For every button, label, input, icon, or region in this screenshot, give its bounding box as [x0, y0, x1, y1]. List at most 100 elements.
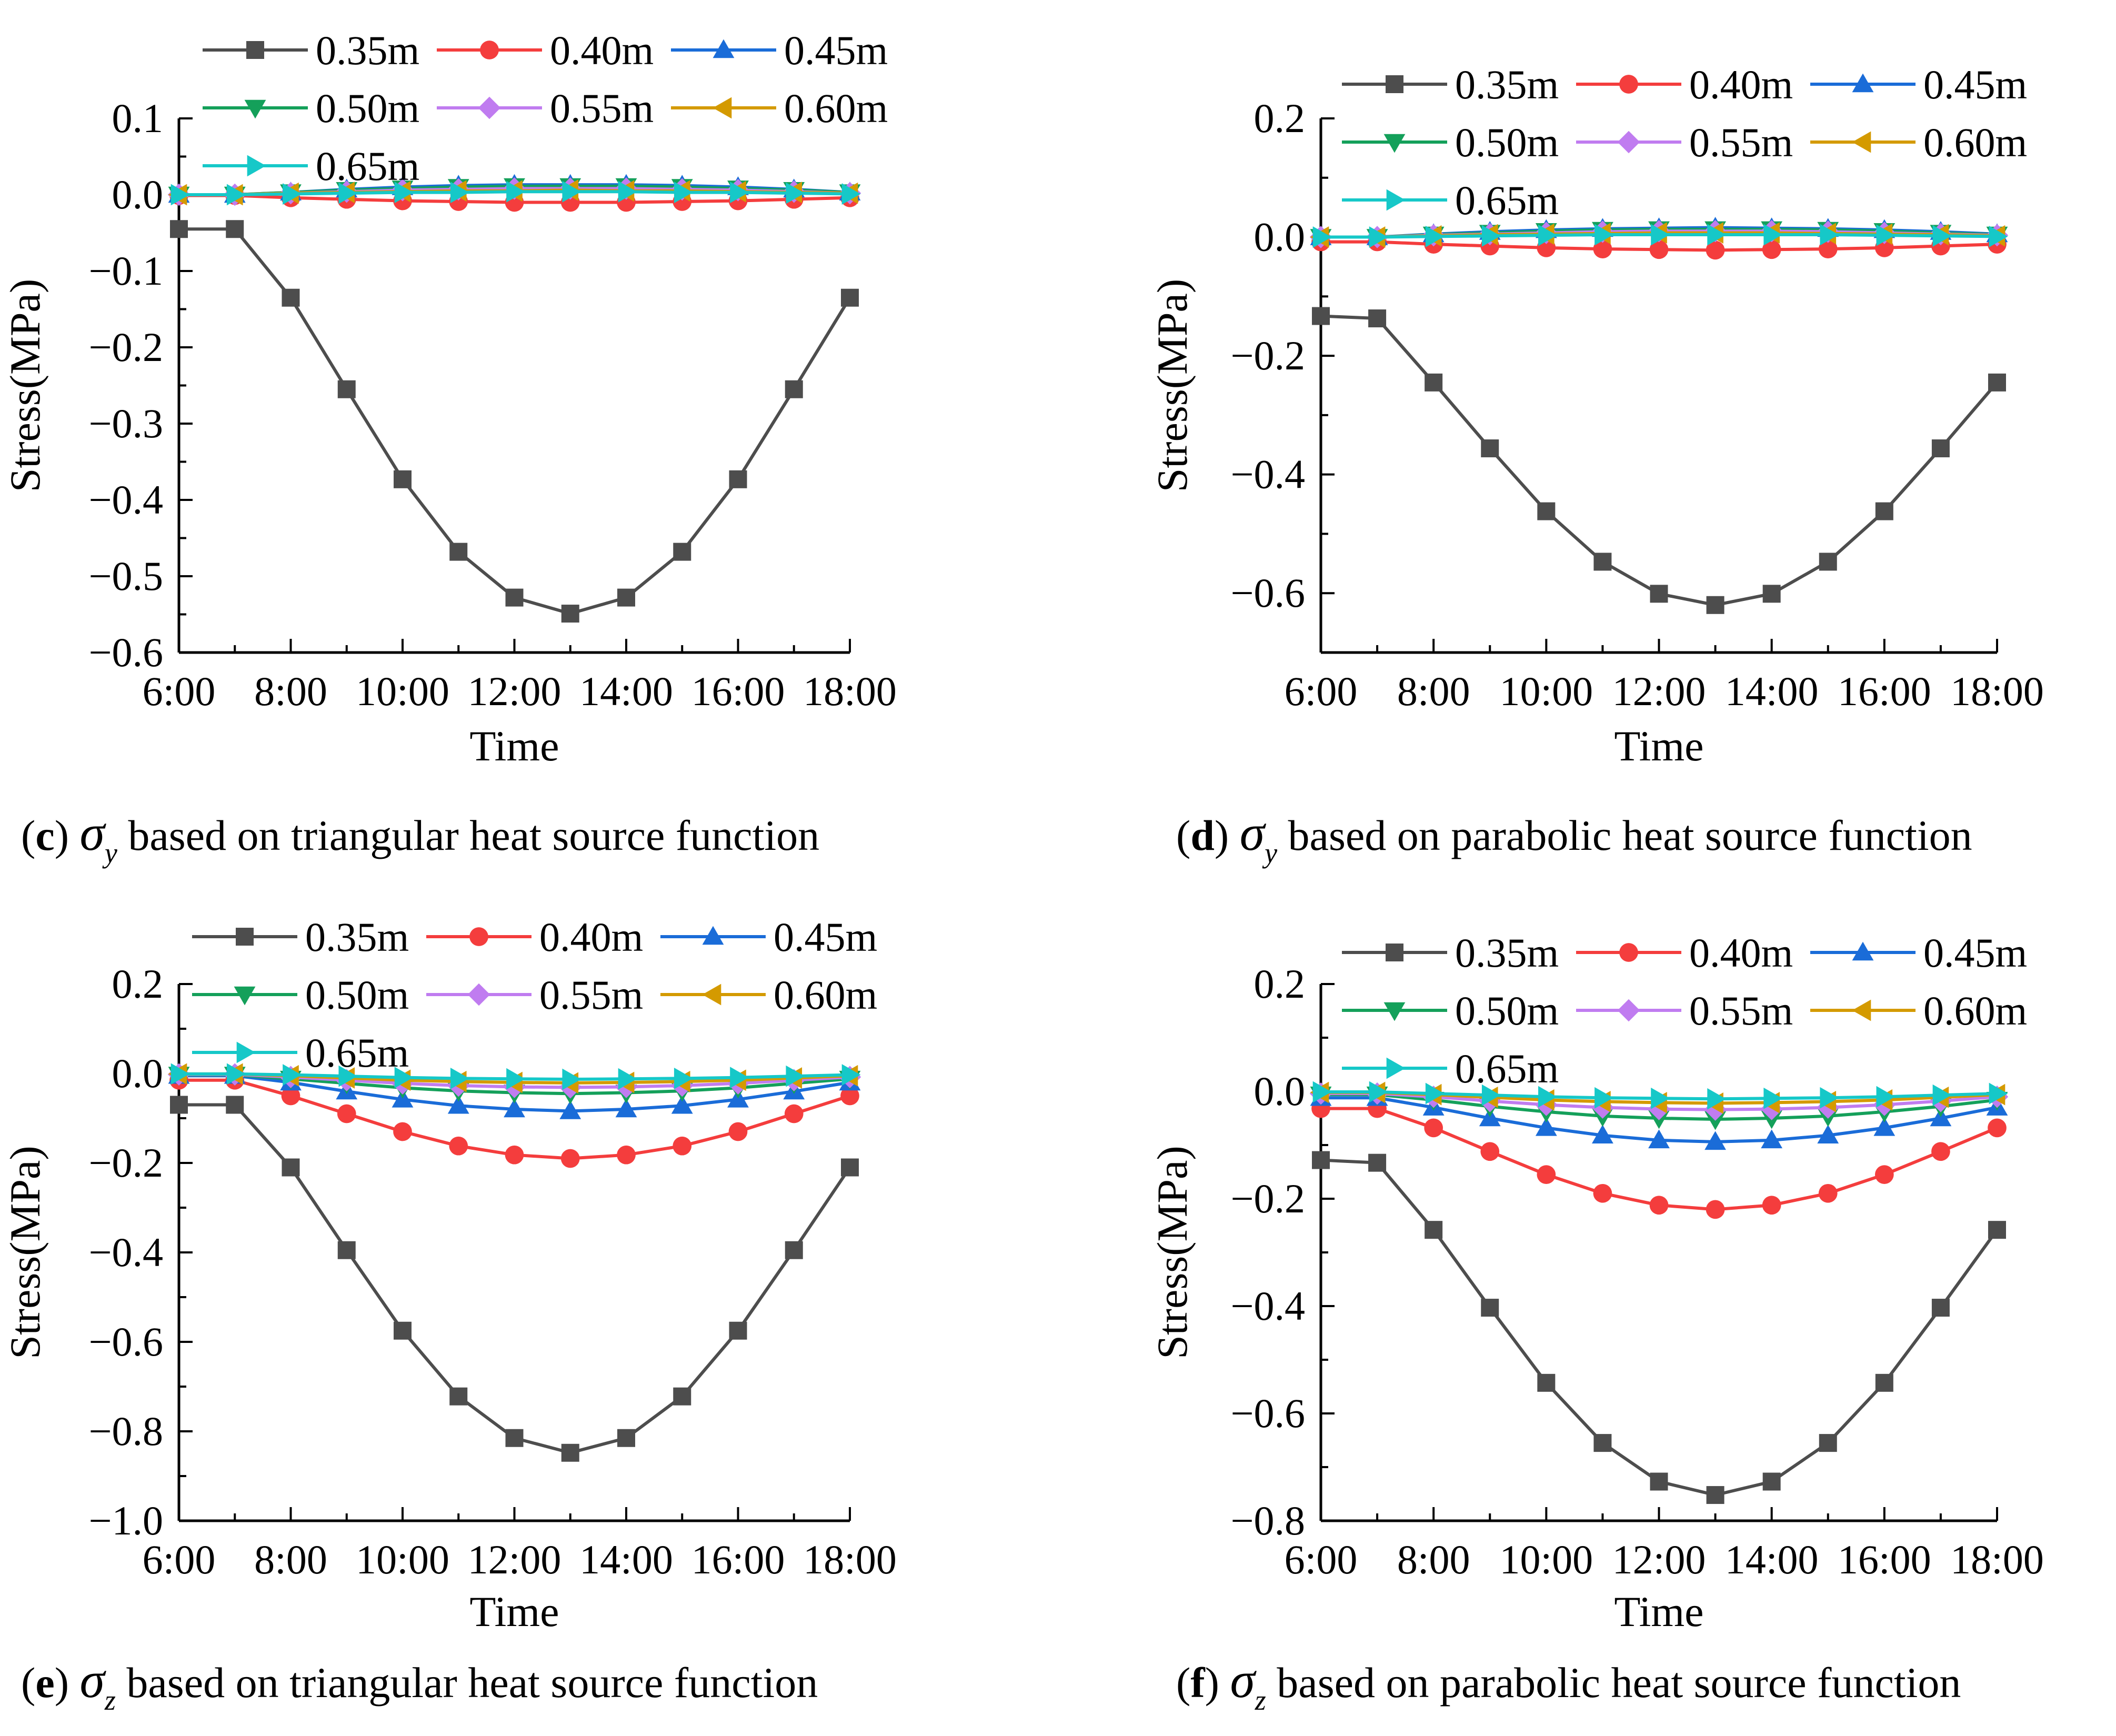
legend-marker	[236, 1041, 256, 1063]
data-point	[1989, 1082, 2008, 1105]
caption-text: based on triangular heat source function	[116, 1659, 818, 1707]
legend-marker	[467, 983, 490, 1006]
caption-text: )	[1215, 811, 1240, 859]
y-tick-label: −0.6	[89, 629, 164, 675]
data-point	[1481, 225, 1501, 247]
data-point	[1876, 224, 1896, 246]
data-point	[674, 1067, 693, 1089]
y-tick-label: −0.2	[89, 1140, 164, 1186]
data-point	[1538, 224, 1557, 246]
series-0.40m	[169, 1070, 859, 1168]
data-point	[1762, 1196, 1781, 1215]
legend-label: 0.55m	[550, 85, 654, 131]
legend-marker	[713, 97, 732, 119]
data-point	[561, 1443, 579, 1462]
legend-marker	[236, 928, 254, 946]
data-point	[226, 1096, 244, 1114]
y-tick-label: 0.2	[1254, 95, 1306, 141]
caption-part: σ	[80, 1652, 107, 1708]
data-point	[394, 470, 412, 488]
data-point	[394, 1321, 412, 1340]
data-point	[1425, 373, 1443, 392]
data-point	[617, 1429, 635, 1447]
data-point	[449, 543, 468, 561]
legend-item: 0.60m	[660, 972, 877, 1018]
data-point	[1762, 1472, 1781, 1491]
legend-marker	[234, 986, 256, 1006]
y-tick-label: 0.0	[1254, 214, 1306, 260]
panel-caption: (d) σy based on parabolic heat source fu…	[1176, 805, 1972, 869]
legend-item: 0.65m	[192, 1030, 409, 1076]
caption-text: based on parabolic heat source function	[1266, 1659, 1961, 1707]
x-tick-label: 8:00	[1397, 668, 1470, 714]
data-point	[786, 1065, 805, 1087]
data-point	[1537, 1373, 1556, 1392]
data-point	[1651, 1087, 1670, 1109]
data-point	[337, 1104, 356, 1123]
data-point	[505, 1145, 524, 1165]
data-point	[1594, 1087, 1613, 1109]
data-point	[1706, 1200, 1725, 1219]
chart-panel-c: 6:00 8:00 10:00 12:00 14:00 16:00 18:00 0.1 0.0 −…	[1, 27, 897, 869]
data-point	[170, 220, 188, 238]
caption-part: z	[104, 1684, 116, 1716]
legend-marker	[1852, 73, 1874, 93]
data-point	[1648, 1129, 1670, 1149]
y-tick-label: −0.3	[89, 400, 164, 446]
data-point	[171, 1063, 190, 1085]
legend: 0.35m 0.40m 0.45m 0.50m 0.55m 0.60m 0.65m	[1342, 62, 2027, 223]
x-tick-label: 14:00	[1725, 1537, 1819, 1582]
legend-marker	[469, 927, 488, 946]
x-tick-label: 14:00	[1725, 668, 1819, 714]
caption-text: )	[55, 1659, 80, 1707]
data-point	[730, 182, 749, 204]
x-axis-label: Time	[469, 722, 559, 770]
legend-item: 0.35m	[203, 27, 419, 73]
chart-panel-e: 6:00 8:00 10:00 12:00 14:00 16:00 18:00 0.2 0.0 −…	[1, 914, 897, 1716]
data-point	[283, 183, 302, 205]
data-point	[673, 1387, 691, 1406]
data-point	[1369, 1081, 1388, 1103]
data-point	[1593, 1183, 1612, 1203]
data-point	[1762, 240, 1781, 259]
legend-label: 0.50m	[305, 972, 409, 1018]
data-point	[729, 1321, 747, 1340]
y-axis-label: Stress(MPa)	[1148, 1146, 1196, 1359]
legend-item: 0.50m	[1342, 988, 1559, 1033]
series-0.35m	[170, 1096, 859, 1462]
y-axis-label: Stress(MPa)	[1148, 279, 1196, 492]
legend-label: 0.65m	[1455, 1046, 1559, 1091]
caption-text: )	[1205, 1659, 1230, 1707]
x-tick-label: 18:00	[1950, 1537, 2044, 1582]
data-point	[1874, 1165, 1894, 1184]
x-tick-label: 16:00	[691, 668, 785, 714]
caption-text: based on triangular heat source function	[117, 811, 819, 859]
data-point	[1425, 226, 1445, 247]
data-point	[505, 1429, 524, 1447]
legend-label: 0.50m	[1455, 119, 1559, 165]
data-point	[1535, 1117, 1557, 1136]
data-point	[449, 1136, 468, 1156]
data-point	[1707, 224, 1726, 246]
data-point	[1873, 1117, 1896, 1136]
y-tick-label: 0.2	[112, 961, 164, 1007]
caption-part: c	[35, 811, 54, 859]
data-point	[394, 182, 414, 204]
legend-marker	[1386, 944, 1403, 961]
data-point	[560, 1149, 580, 1168]
data-point	[1988, 1118, 2007, 1138]
panel-caption: (e) σz based on triangular heat source f…	[21, 1652, 818, 1716]
caption-part: y	[1262, 837, 1277, 869]
legend-marker	[1852, 941, 1874, 961]
data-point	[784, 1104, 804, 1123]
data-point	[337, 380, 356, 398]
data-point	[1592, 1125, 1613, 1143]
legend-label: 0.50m	[316, 85, 419, 131]
data-point	[1649, 1196, 1669, 1215]
data-point	[1704, 1131, 1726, 1150]
series-0.45m	[1310, 1087, 2008, 1150]
y-tick-label: −0.8	[1231, 1498, 1306, 1543]
x-tick-label: 10:00	[356, 668, 449, 714]
series-0.65m	[171, 1063, 861, 1090]
x-axis-label: Time	[1614, 1588, 1703, 1635]
